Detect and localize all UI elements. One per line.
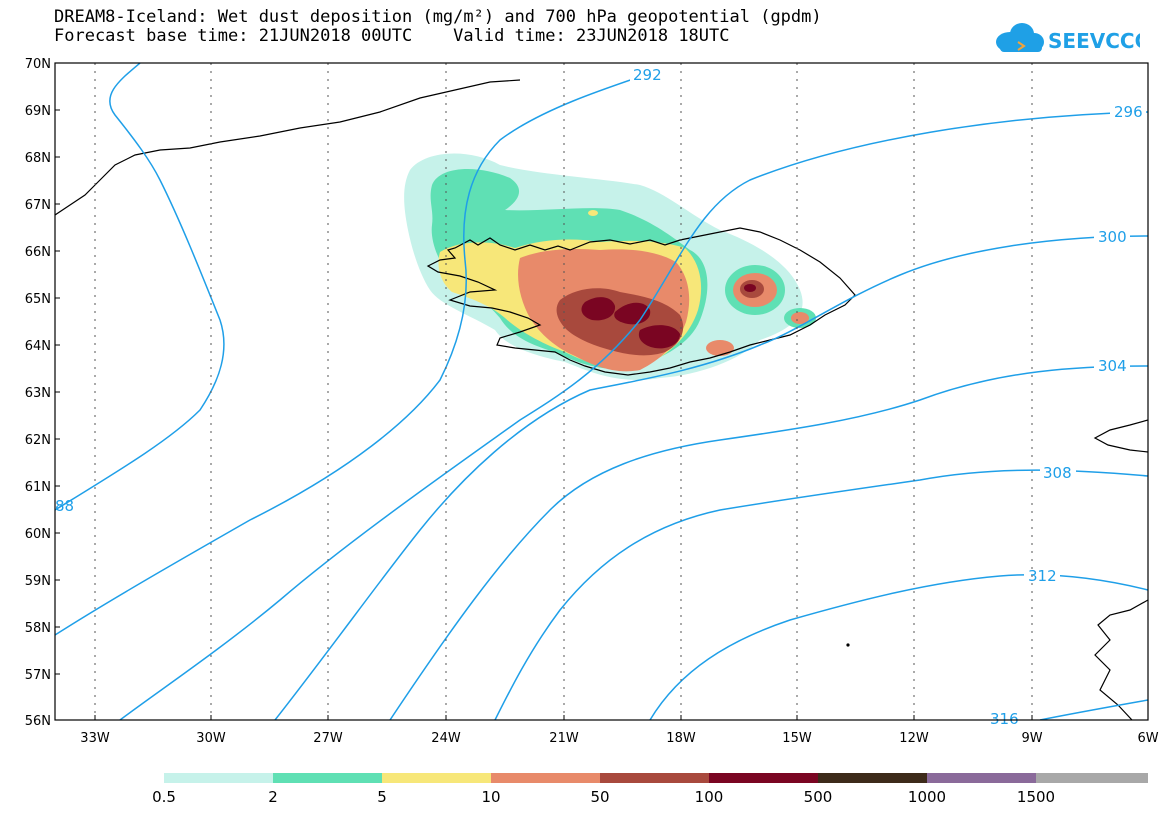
lon-label: 21W [549,731,579,746]
contour-label-316: 316 [990,710,1019,728]
lon-label: 15W [782,731,812,746]
lon-label: 27W [313,731,343,746]
colorbar-swatch [600,773,710,783]
tick-marks [55,62,1149,721]
seevccc-logo: SEEVCCC [996,23,1140,53]
contour-300 [274,235,1148,720]
scotland-coastline [1094,599,1148,720]
lat-label: 61N [25,480,51,495]
coastlines [55,79,1148,720]
geopotential-contours [55,63,1148,720]
colorbar-label: 0.5 [152,788,176,806]
lat-label: 64N [25,339,51,354]
colorbar-swatch [273,773,383,783]
lat-label: 67N [25,198,51,213]
map-frame [54,62,1149,721]
colorbar-swatch [709,773,819,783]
dust-level-100-c [638,325,680,349]
lon-label: 6W [1137,731,1158,746]
contour-label-88: 88 [55,497,74,515]
longitude-labels: 33W 30W 27W 24W 21W 18W 15W 12W 9W 6W [80,731,1158,746]
colorbar-label: 10 [481,788,500,806]
dust-se-10 [791,312,809,324]
lat-label: 56N [25,714,51,729]
latitude-labels: 70N 69N 68N 67N 66N 65N 64N 63N 62N 61N … [25,57,51,729]
dust-se2-10 [706,340,734,356]
contour-label-292: 292 [633,66,662,84]
colorbar-label: 50 [590,788,609,806]
dust-deposition-field [404,153,816,380]
contour-label-312: 312 [1028,567,1057,585]
logo-text: SEEVCCC [1048,29,1140,53]
contour-label-304: 304 [1098,357,1127,375]
dust-level-100-a [581,297,616,321]
lat-label: 57N [25,668,51,683]
contour-308 [494,469,1148,720]
lat-label: 62N [25,433,51,448]
lat-label: 63N [25,386,51,401]
lat-label: 60N [25,527,51,542]
contour-312 [649,574,1148,720]
colorbar-label: 1500 [1017,788,1055,806]
dust-east-100 [744,284,756,292]
lat-label: 70N [25,57,51,72]
cloud-icon [996,23,1044,52]
lat-label: 59N [25,574,51,589]
graticule [94,63,1033,720]
lat-label: 68N [25,151,51,166]
colorbar-swatch [927,773,1037,783]
contour-296 [119,111,1148,720]
contour-316 [1039,699,1148,720]
lon-label: 18W [666,731,696,746]
lon-label: 30W [196,731,226,746]
contour-label-308: 308 [1043,464,1072,482]
colorbar-label: 500 [804,788,833,806]
lon-label: 24W [431,731,461,746]
colorbar: 0.5 2 5 10 50 100 500 1000 1500 [152,773,1148,806]
colorbar-swatch [491,773,601,783]
colorbar-label: 2 [268,788,278,806]
colorbar-label: 100 [695,788,724,806]
map-title: DREAM8-Iceland: Wet dust deposition (mg/… [54,7,822,27]
small-island [846,643,850,647]
contour-288 [55,63,225,511]
lon-label: 12W [899,731,929,746]
forecast-times: Forecast base time: 21JUN2018 00UTC Vali… [54,26,730,46]
contour-304 [389,365,1148,720]
colorbar-swatch [818,773,928,783]
colorbar-swatch [1036,773,1148,783]
lat-label: 69N [25,104,51,119]
contour-labels: 292 296 300 304 308 312 316 88 [55,66,1146,728]
norway-coastline [1093,419,1148,453]
colorbar-label: 1000 [908,788,946,806]
contour-292 [55,69,661,636]
contour-label-300: 300 [1098,228,1127,246]
colorbar-label: 5 [377,788,387,806]
colorbar-swatch [382,773,492,783]
lon-label: 9W [1021,731,1042,746]
lat-label: 66N [25,245,51,260]
dust-n-5 [588,210,598,216]
lat-label: 58N [25,621,51,636]
colorbar-swatch [164,773,274,783]
contour-label-296: 296 [1114,103,1143,121]
lat-label: 65N [25,292,51,307]
lon-label: 33W [80,731,110,746]
iceland-coastline [426,227,856,376]
